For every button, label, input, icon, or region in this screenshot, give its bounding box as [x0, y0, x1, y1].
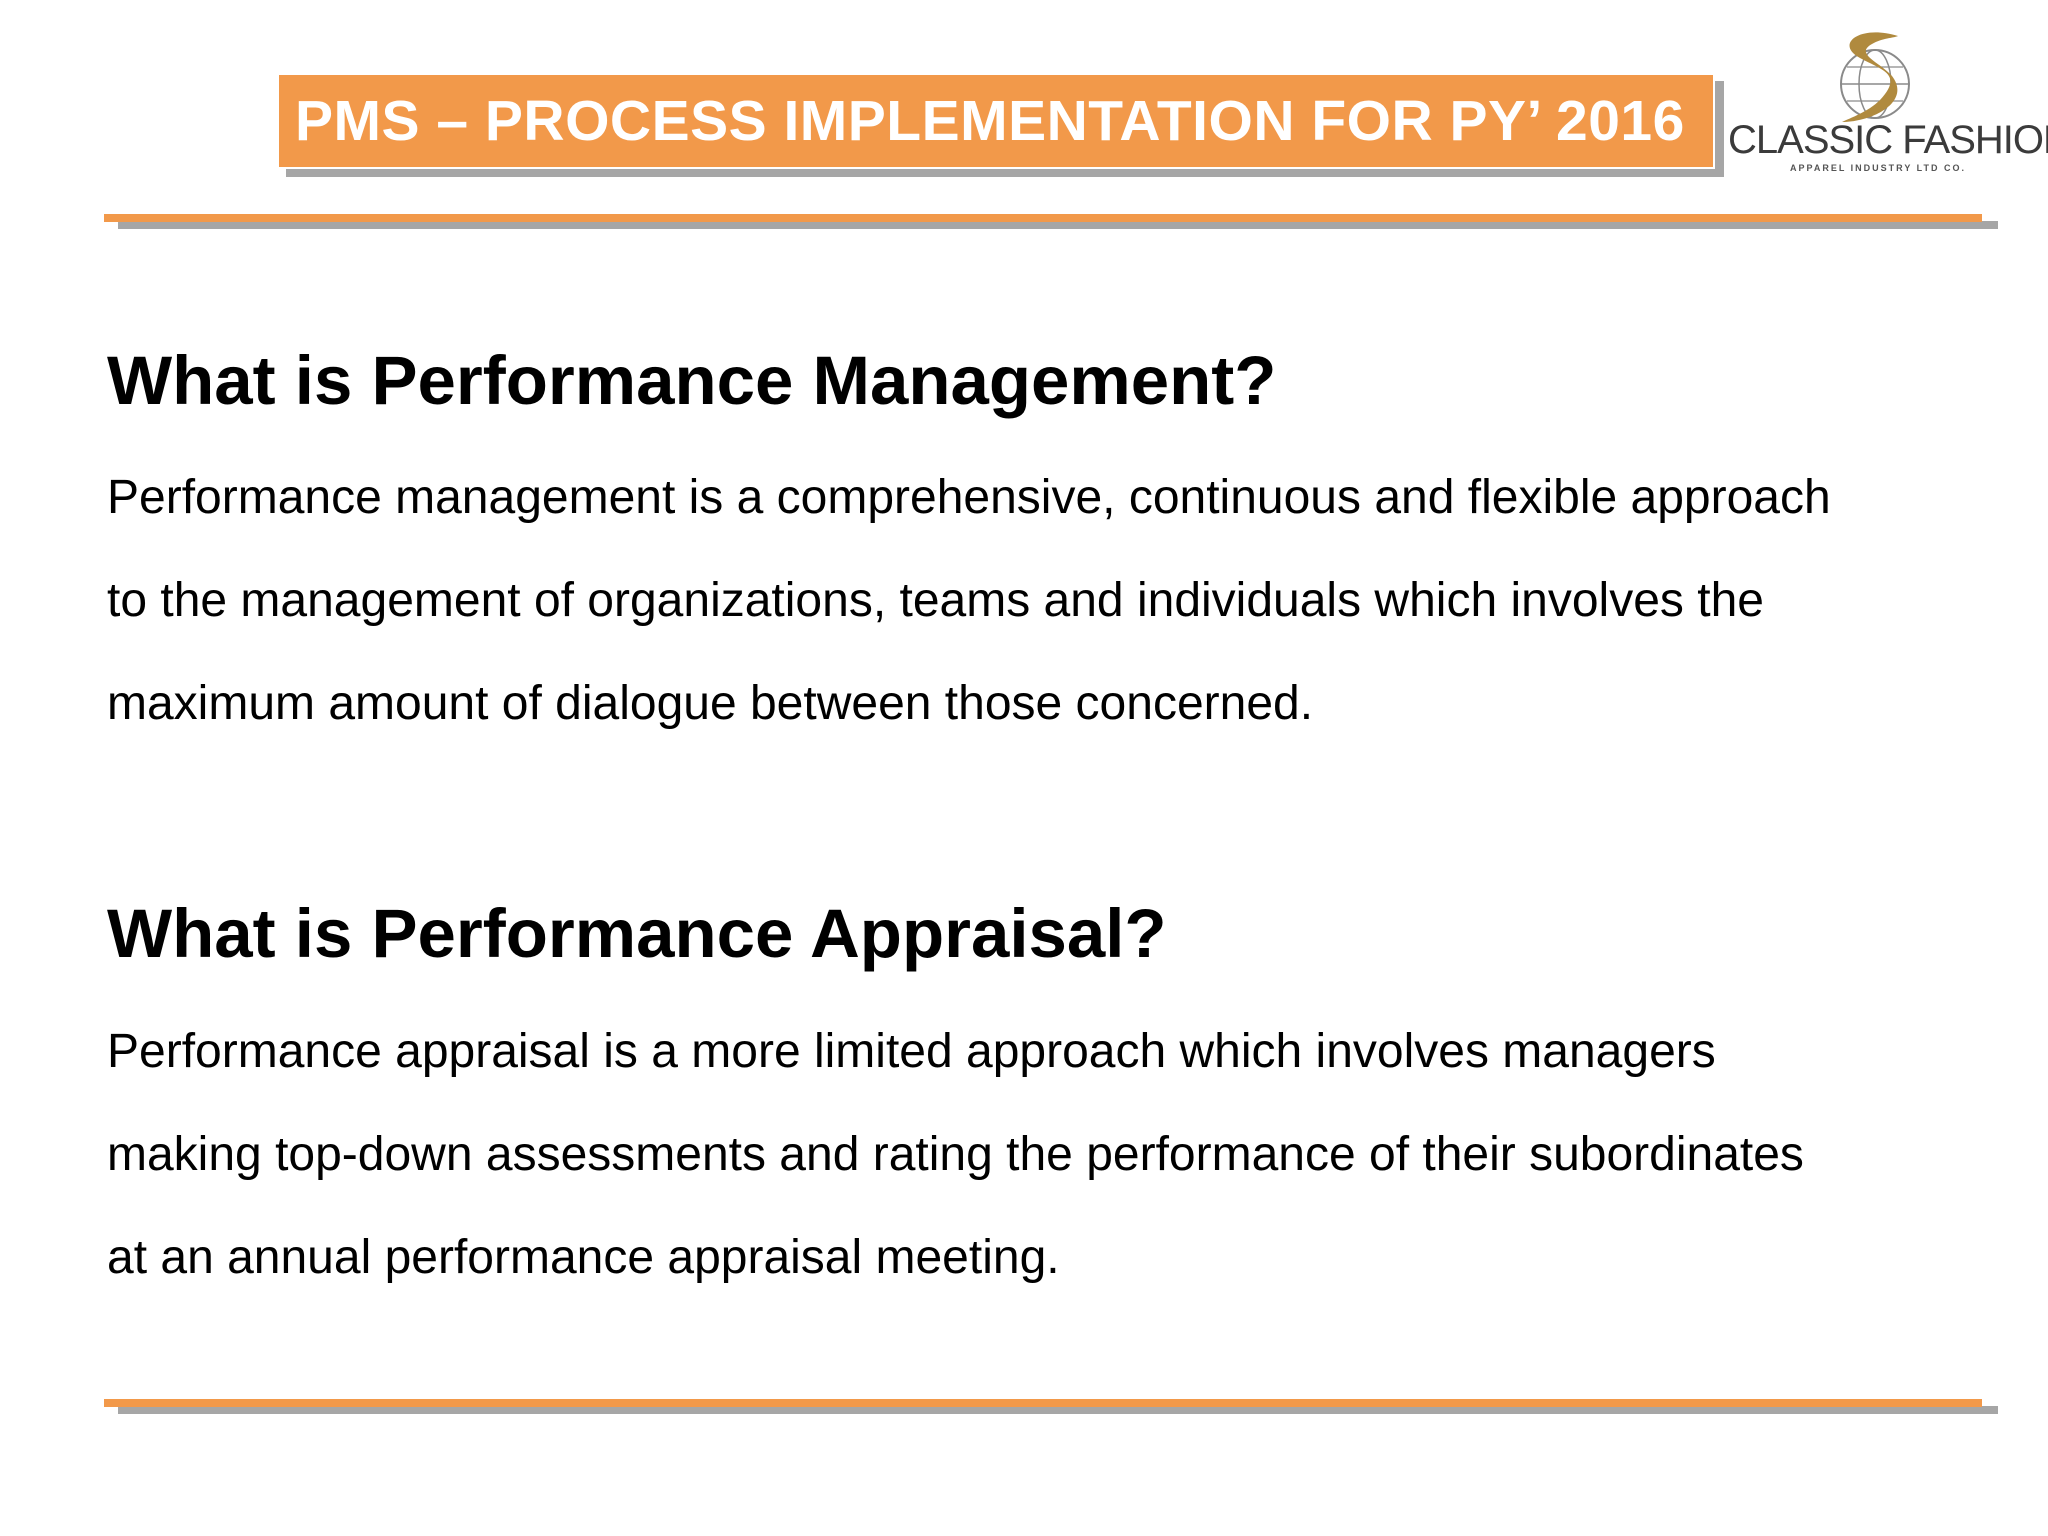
slide-title: PMS – PROCESS IMPLEMENTATION FOR PY’ 201… — [295, 89, 1685, 153]
section-heading-performance-management: What is Performance Management? — [107, 342, 1277, 419]
section-heading-performance-appraisal: What is Performance Appraisal? — [107, 895, 1167, 972]
section-body-performance-management: Performance management is a comprehensiv… — [107, 446, 2007, 755]
title-banner: PMS – PROCESS IMPLEMENTATION FOR PY’ 201… — [277, 73, 1715, 169]
logo-company-subtitle: APPAREL INDUSTRY LTD CO. — [1789, 163, 1966, 173]
body-line: at an annual performance appraisal meeti… — [107, 1231, 1060, 1284]
bottom-divider — [104, 1399, 1982, 1407]
top-divider — [104, 214, 1982, 222]
body-line: to the management of organizations, team… — [107, 574, 1764, 627]
bottom-divider-shadow — [118, 1406, 1998, 1414]
body-line: Performance appraisal is a more limited … — [107, 1025, 1716, 1078]
top-divider-shadow — [118, 221, 1998, 229]
body-line: maximum amount of dialogue between those… — [107, 677, 1314, 730]
logo-company-name: CLASSIC FASHION — [1728, 118, 2048, 162]
body-line: Performance management is a comprehensiv… — [107, 471, 1831, 524]
body-line: making top-down assessments and rating t… — [107, 1128, 1804, 1181]
company-logo: CLASSIC FASHION APPAREL INDUSTRY LTD CO. — [1728, 22, 2048, 182]
section-body-performance-appraisal: Performance appraisal is a more limited … — [107, 1000, 2007, 1309]
globe-swoosh-logo-icon — [1840, 32, 1910, 122]
